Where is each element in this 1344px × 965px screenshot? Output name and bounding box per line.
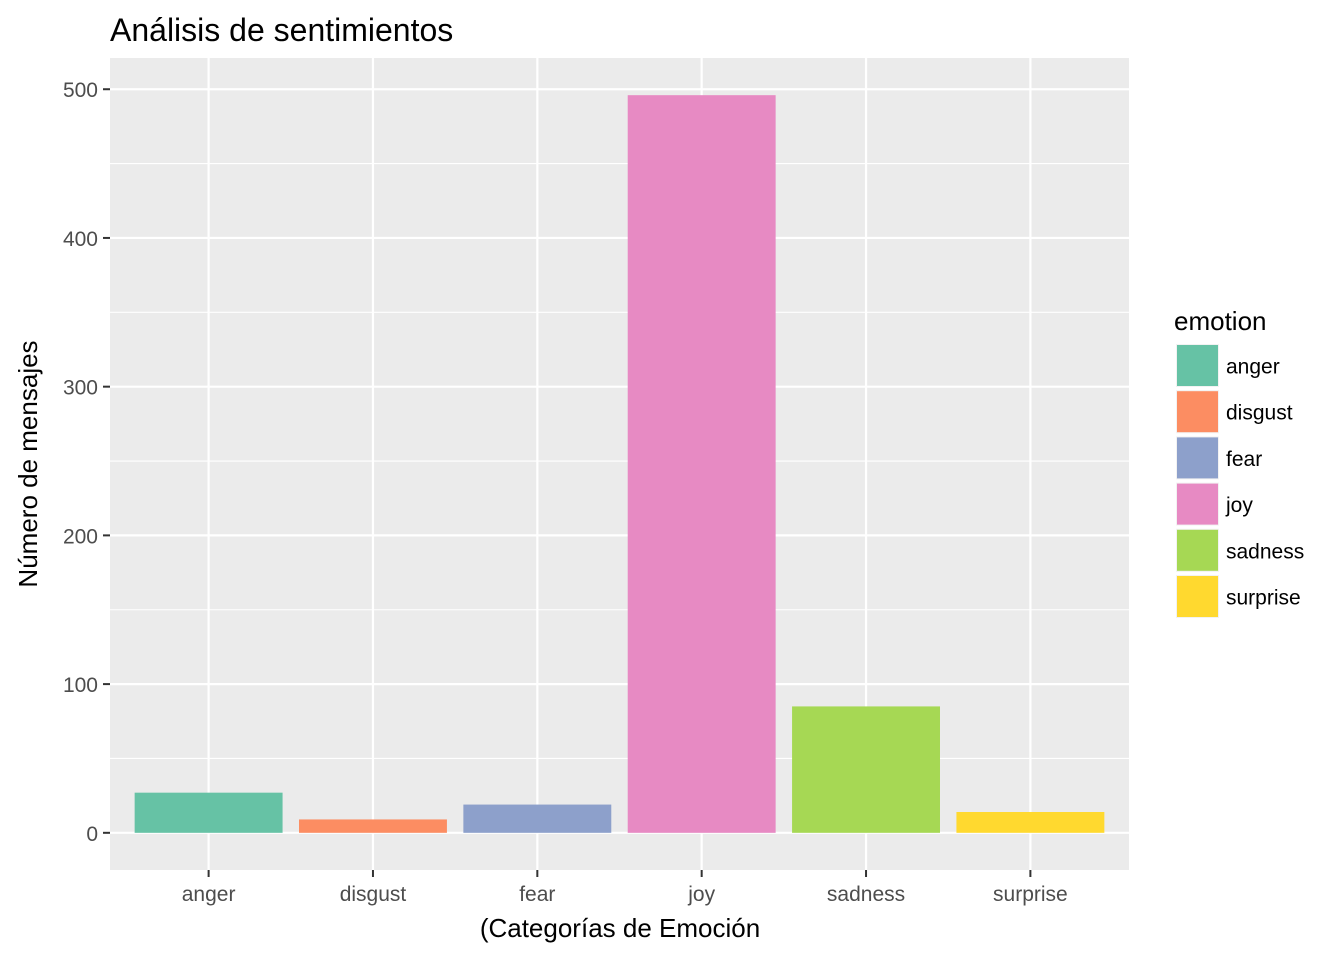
grid-minor-lines: [110, 163, 1129, 760]
x-tick-label: joy: [687, 883, 715, 906]
bar-fear: [463, 804, 612, 833]
x-tick-label: sadness: [827, 883, 905, 906]
x-tick-label: fear: [519, 883, 555, 906]
legend-swatch-disgust: [1177, 391, 1218, 433]
x-axis-label: (Categorías de Emoción: [480, 913, 760, 943]
legend-label-joy: joy: [1225, 494, 1253, 517]
bar-joy: [627, 95, 776, 833]
bar-sadness: [792, 706, 940, 833]
bar-disgust: [299, 819, 447, 833]
legend-label-fear: fear: [1226, 448, 1262, 471]
y-tick-label: 400: [63, 228, 98, 251]
y-tick-label: 200: [63, 525, 98, 548]
legend-label-disgust: disgust: [1226, 402, 1293, 425]
y-axis: 0 100 200 300 400 500: [63, 79, 110, 846]
chart-title: Análisis de sentimientos: [110, 12, 453, 48]
y-axis-label: Número de mensajes: [13, 340, 43, 587]
legend-items: anger disgust fear joy sadness surprise: [1176, 344, 1304, 618]
y-tick-label: 300: [63, 377, 98, 400]
x-tick-label: disgust: [340, 883, 407, 906]
y-tick-label: 0: [86, 823, 98, 846]
legend-swatch-anger: [1177, 345, 1218, 386]
bar-anger: [134, 792, 283, 833]
legend-label-sadness: sadness: [1226, 540, 1304, 563]
legend-swatch-surprise: [1177, 576, 1218, 617]
y-tick-label: 100: [63, 674, 98, 697]
x-tick-label: surprise: [993, 883, 1068, 906]
plot-panel: [110, 58, 1129, 870]
legend-swatch-joy: [1177, 483, 1218, 525]
legend-swatch-fear: [1177, 437, 1218, 479]
legend-label-surprise: surprise: [1226, 587, 1301, 610]
bars-group: [134, 95, 1105, 833]
bar-surprise: [956, 812, 1105, 833]
legend-label-anger: anger: [1226, 356, 1280, 379]
legend-title: emotion: [1174, 306, 1267, 336]
legend: emotion anger disgust fear joy sadness surpri…: [1174, 306, 1304, 618]
x-axis: anger disgust fear joy sadness surprise: [182, 870, 1068, 906]
x-tick-label: anger: [182, 883, 236, 906]
y-tick-label: 500: [63, 79, 98, 102]
legend-swatch-sadness: [1177, 529, 1218, 571]
